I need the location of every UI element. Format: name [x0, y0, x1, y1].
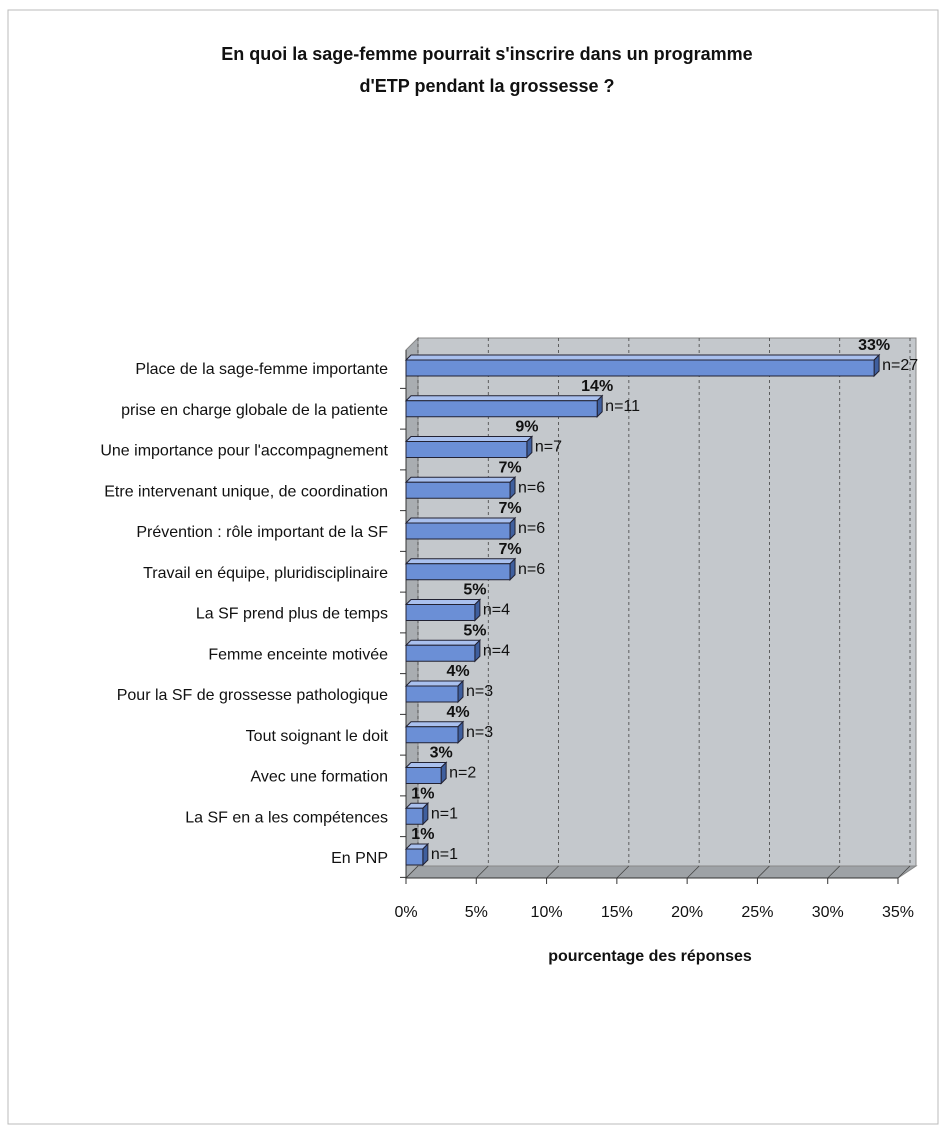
value-label: 5%	[463, 622, 486, 639]
value-label: 7%	[498, 541, 521, 558]
count-label: n=3	[466, 724, 493, 741]
bar	[405, 359, 875, 377]
grid-line	[686, 865, 700, 879]
y-tick-label: Pour la SF de grossesse pathologique	[117, 687, 388, 704]
value-label: 4%	[446, 704, 469, 721]
value-label: 1%	[411, 826, 434, 843]
grid-line	[546, 865, 559, 879]
count-label: n=4	[483, 642, 510, 659]
value-label: 14%	[581, 378, 613, 395]
bar-top	[404, 762, 448, 768]
value-label: 7%	[498, 500, 521, 517]
bar	[405, 848, 424, 866]
count-label: n=6	[518, 479, 545, 496]
value-label: 7%	[498, 459, 521, 476]
bar-top	[404, 639, 482, 646]
x-tick-label: 5%	[465, 904, 488, 921]
value-label: 1%	[411, 785, 434, 802]
bar-top	[404, 558, 517, 565]
count-label: n=1	[431, 805, 458, 822]
x-tick-label: 30%	[812, 904, 844, 921]
bar	[405, 604, 476, 621]
bar	[405, 807, 424, 825]
value-label: 5%	[463, 582, 486, 599]
chart-title: d'ETP pendant la grossesse ?	[359, 76, 614, 96]
bar	[405, 400, 598, 418]
bar-top	[404, 680, 465, 687]
grid-line	[405, 865, 419, 879]
bar-top	[404, 395, 604, 402]
count-label: n=3	[466, 683, 493, 700]
grid-line	[476, 865, 489, 879]
x-tick-label: 10%	[531, 904, 563, 921]
count-label: n=6	[518, 561, 545, 578]
value-label: 9%	[515, 419, 538, 436]
count-label: n=4	[483, 602, 510, 619]
count-label: n=1	[431, 846, 458, 863]
x-tick-label: 35%	[882, 904, 914, 921]
bar	[405, 644, 476, 662]
bar-top	[404, 599, 482, 605]
x-tick-label: 20%	[671, 904, 703, 921]
bar-top	[404, 476, 517, 483]
bar	[405, 481, 511, 499]
grid-line	[616, 865, 630, 879]
x-tick-label: 0%	[394, 904, 417, 921]
bar	[405, 522, 511, 540]
y-tick-label: Place de la sage-femme importante	[135, 361, 388, 378]
bar	[405, 726, 459, 744]
y-tick-label: Etre intervenant unique, de coordination	[104, 483, 388, 500]
value-label: 3%	[430, 745, 453, 762]
bar-top	[404, 721, 465, 728]
bar	[405, 441, 528, 458]
y-tick-label: La SF prend plus de temps	[196, 606, 388, 623]
bar-top	[404, 517, 517, 524]
chart-title: En quoi la sage-femme pourrait s'inscrir…	[221, 44, 752, 64]
grid-line	[827, 865, 840, 879]
grid-line	[897, 865, 911, 879]
x-tick-label: 25%	[741, 904, 773, 921]
bar	[405, 685, 459, 703]
y-tick-label: Tout soignant le doit	[246, 728, 389, 745]
x-tick-label: 15%	[601, 904, 633, 921]
value-label: 33%	[858, 337, 890, 354]
bar-top	[404, 436, 534, 442]
count-label: n=7	[535, 439, 562, 456]
value-label: 4%	[446, 663, 469, 680]
x-axis-title: pourcentage des réponses	[548, 948, 752, 965]
bar	[405, 767, 442, 784]
y-tick-label: prise en charge globale de la patiente	[121, 402, 388, 419]
frame	[7, 9, 939, 1125]
count-label: n=2	[449, 765, 476, 782]
bar-top	[404, 354, 881, 361]
count-label: n=27	[882, 357, 918, 374]
y-tick-label: Avec une formation	[250, 769, 388, 786]
count-label: n=6	[518, 520, 545, 537]
y-tick-label: Femme enceinte motivée	[208, 646, 388, 663]
grid-line	[757, 865, 770, 879]
y-tick-label: Prévention : rôle important de la SF	[136, 524, 388, 541]
y-tick-label: En PNP	[331, 850, 388, 867]
y-tick-label: Une importance pour l'accompagnement	[100, 443, 388, 460]
y-tick-label: Travail en équipe, pluridisciplinaire	[143, 565, 388, 582]
y-tick-label: La SF en a les compétences	[185, 809, 388, 826]
bar	[405, 563, 511, 581]
count-label: n=11	[605, 398, 640, 415]
